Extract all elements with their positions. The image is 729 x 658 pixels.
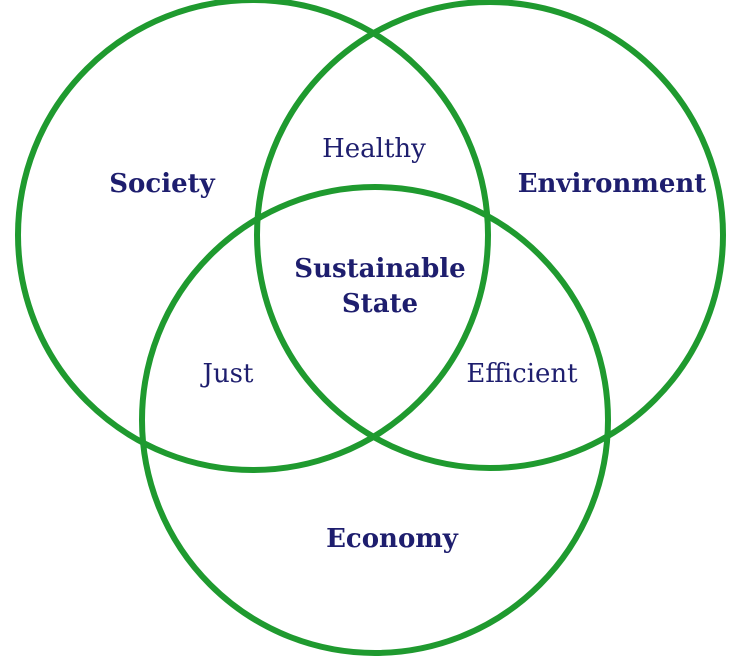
set-label: Society (109, 169, 215, 199)
center-label: Sustainable State (294, 254, 465, 319)
environment-circle (254, 0, 726, 471)
society-circle (15, 0, 491, 473)
intersection-label: Just (200, 359, 255, 389)
intersection-label: Healthy (322, 134, 426, 164)
center-label-line: Sustainable (294, 254, 465, 284)
economy-circle (139, 184, 611, 656)
set-label: Environment (518, 169, 707, 199)
intersection-label: Efficient (466, 359, 578, 389)
center-label-line: State (342, 289, 418, 319)
set-label: Economy (326, 524, 459, 554)
